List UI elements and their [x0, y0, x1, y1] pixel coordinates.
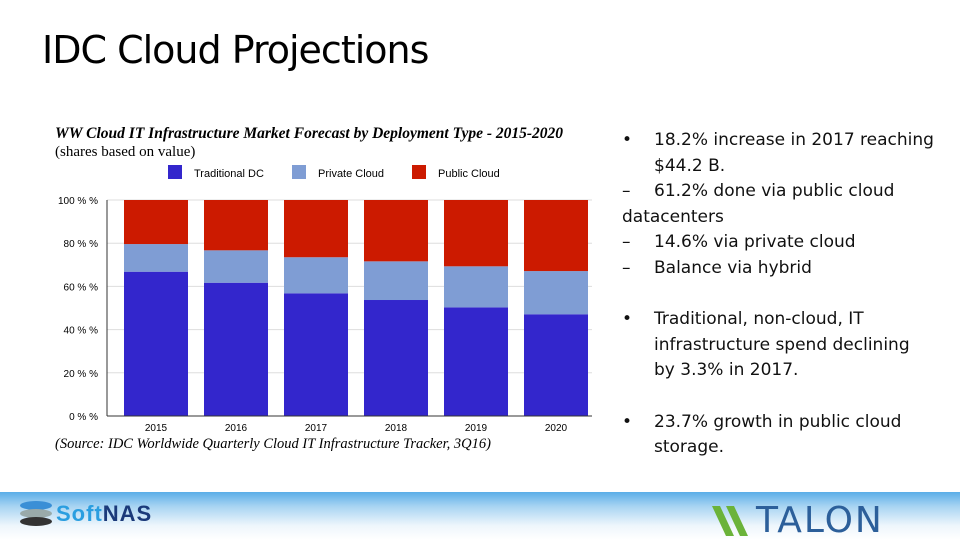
- bullet-line: • 18.2% increase in 2017 reaching: [622, 128, 952, 154]
- talon-logo: TALON: [712, 500, 884, 541]
- bar-private-cloud-2020: [524, 271, 588, 315]
- bullet-line: – 14.6% via private cloud: [622, 230, 952, 256]
- chart-subtitle: (shares based on value): [55, 144, 195, 161]
- bar-traditional-dc-2015: [124, 271, 188, 416]
- bullet-text: $44.2 B.: [654, 155, 726, 176]
- bullet-line: • Traditional, non-cloud, IT: [622, 307, 952, 333]
- spacer: [622, 282, 952, 308]
- bar-public-cloud-2015: [124, 200, 188, 245]
- bar-private-cloud-2015: [124, 244, 188, 272]
- bullet-line: datacenters: [622, 205, 952, 231]
- legend-swatch: [292, 165, 306, 179]
- bar-public-cloud-2016: [204, 200, 268, 251]
- x-tick-label: 2019: [465, 423, 488, 434]
- y-tick-label: 80 % %: [64, 239, 99, 250]
- bullet-text: Balance via hybrid: [654, 257, 812, 278]
- spacer: [622, 384, 952, 410]
- legend-label: Private Cloud: [318, 168, 384, 180]
- bar-public-cloud-2019: [444, 200, 508, 267]
- bullet-text: datacenters: [622, 206, 724, 227]
- x-tick-label: 2018: [385, 423, 408, 434]
- footer-banner: [0, 492, 960, 540]
- bar-traditional-dc-2018: [364, 300, 428, 416]
- x-tick-label: 2016: [225, 423, 248, 434]
- y-tick-label: 100 % %: [58, 196, 98, 207]
- y-tick-label: 60 % %: [64, 282, 99, 293]
- bullet-text: storage.: [654, 437, 724, 458]
- x-tick-label: 2015: [145, 423, 168, 434]
- bar-traditional-dc-2019: [444, 307, 508, 416]
- bullet-marker: –: [622, 257, 631, 278]
- bullet-marker: •: [622, 309, 633, 330]
- legend-swatch: [168, 165, 182, 179]
- bullet-text: 61.2% done via public cloud: [654, 181, 895, 202]
- bullet-marker: –: [622, 232, 631, 253]
- slide-title: IDC Cloud Projections: [42, 28, 429, 72]
- bar-private-cloud-2016: [204, 250, 268, 283]
- stacked-bar-chart: 0 % % 20 % % 40 % % 60 % % 80 % % 100 % % 2015…: [58, 165, 592, 434]
- softnas-logo-text: SoftNAS: [56, 501, 153, 526]
- bullet-line: • 23.7% growth in public cloud: [622, 410, 952, 436]
- bullet-text: Traditional, non-cloud, IT: [654, 309, 864, 330]
- bar-private-cloud-2018: [364, 261, 428, 301]
- bar-traditional-dc-2020: [524, 314, 588, 416]
- chart-source: (Source: IDC Worldwide Quarterly Cloud I…: [55, 436, 491, 452]
- talon-logo-text: TALON: [756, 500, 884, 541]
- bar-private-cloud-2019: [444, 266, 508, 308]
- bullet-text: by 3.3% in 2017.: [654, 360, 799, 381]
- y-tick-label: 20 % %: [64, 369, 99, 380]
- bullet-line: infrastructure spend declining: [622, 333, 952, 359]
- bar-public-cloud-2020: [524, 200, 588, 272]
- x-tick-label: 2020: [545, 423, 568, 434]
- x-tick-label: 2017: [305, 423, 328, 434]
- bullet-marker: •: [622, 130, 633, 150]
- bullet-list: • 18.2% increase in 2017 reaching $44.2 B.…: [622, 128, 952, 461]
- bullet-marker: •: [622, 411, 633, 432]
- legend-label: Public Cloud: [438, 168, 500, 180]
- y-tick-label: 0 % %: [69, 412, 98, 423]
- bar-traditional-dc-2017: [284, 293, 348, 416]
- bar-private-cloud-2017: [284, 257, 348, 294]
- bullet-line: $44.2 B.: [622, 154, 952, 180]
- bullet-line: by 3.3% in 2017.: [622, 358, 952, 384]
- bullet-text: 14.6% via private cloud: [654, 232, 856, 253]
- bullet-line: storage.: [622, 435, 952, 461]
- chart-title: WW Cloud IT Infrastructure Market Foreca…: [55, 125, 564, 142]
- legend-label: Traditional DC: [194, 168, 264, 180]
- bullet-line: – Balance via hybrid: [622, 256, 952, 282]
- softnas-logo: SoftNAS: [20, 501, 152, 527]
- talon-slashes-icon: [712, 505, 748, 536]
- y-tick-label: 40 % %: [64, 326, 99, 337]
- bar-public-cloud-2017: [284, 200, 348, 258]
- bullet-text: 23.7% growth in public cloud: [654, 411, 902, 432]
- chart-subtitle-text: (shares based on value): [55, 144, 196, 160]
- disk-stack-icon: [20, 501, 52, 527]
- bullet-text: 18.2% increase in 2017 reaching: [654, 130, 934, 150]
- bullet-text: infrastructure spend declining: [654, 334, 910, 355]
- bullet-line: – 61.2% done via public cloud: [622, 179, 952, 205]
- bar-traditional-dc-2016: [204, 282, 268, 416]
- legend-swatch: [412, 165, 426, 179]
- bar-public-cloud-2018: [364, 200, 428, 262]
- bullet-marker: –: [622, 181, 631, 202]
